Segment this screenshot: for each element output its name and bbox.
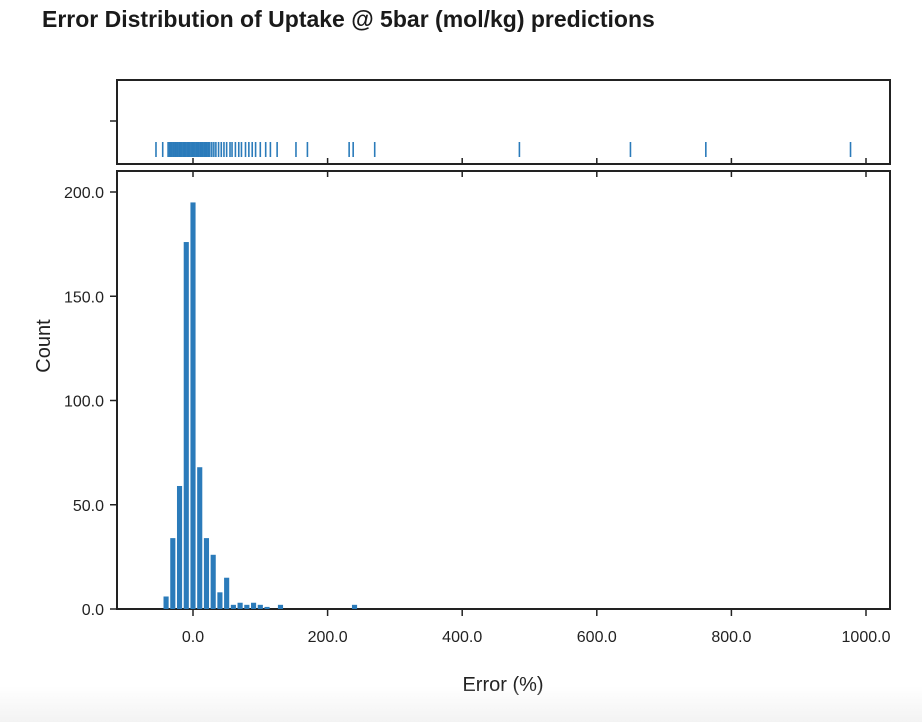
x-tick-label: 400.0 (442, 629, 482, 646)
y-tick-label: 50.0 (73, 498, 104, 515)
x-tick-label: 200.0 (308, 629, 348, 646)
histogram-bar (190, 202, 196, 610)
x-tick-label: 0.0 (182, 629, 204, 646)
histogram-bar (230, 604, 236, 609)
histogram-bar (237, 602, 243, 609)
histogram-bar (210, 554, 216, 609)
histogram-bar (351, 604, 358, 609)
histogram-bar (251, 602, 257, 609)
rug-panel-frame (116, 79, 891, 165)
histogram-bar (244, 604, 250, 609)
x-tick-label: 800.0 (711, 629, 751, 646)
y-tick-label: 150.0 (64, 289, 104, 306)
histogram-bar (197, 467, 203, 609)
histogram-bar (217, 592, 223, 609)
rug-panel (110, 79, 891, 165)
histogram-bar (170, 538, 176, 609)
histogram-bar (176, 485, 183, 609)
x-tick-label: 1000.0 (842, 629, 891, 646)
histogram-bar (163, 596, 169, 609)
x-axis-label: Error (%) (462, 674, 543, 696)
y-axis-label: Count (33, 319, 55, 373)
histogram-bar (224, 577, 230, 609)
histogram-panel: 0.0 50.0 100.0 150.0 200.0 0.0 200.0 400.0 600.0… (64, 170, 891, 646)
histogram-bar (183, 242, 189, 610)
histogram-bar (277, 604, 284, 609)
y-tick-label: 100.0 (64, 394, 104, 411)
histogram-bar (203, 538, 210, 609)
histogram-bar (257, 604, 263, 609)
x-tick-label: 600.0 (577, 629, 617, 646)
y-tick-label: 200.0 (64, 185, 104, 202)
y-tick-label: 0.0 (82, 602, 104, 619)
chart-title: Error Distribution of Uptake @ 5bar (mol… (42, 6, 655, 32)
histogram-panel-frame (116, 170, 891, 610)
histogram-bar (264, 606, 270, 609)
